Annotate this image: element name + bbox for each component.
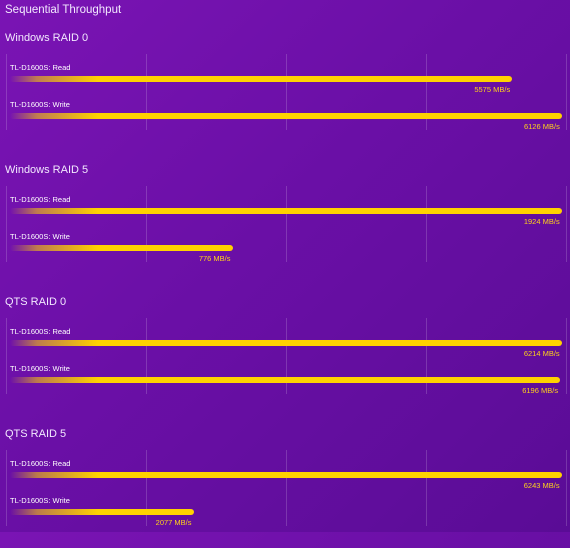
gridline	[566, 54, 567, 130]
gridline	[6, 450, 7, 526]
gridline	[146, 450, 147, 526]
gridline	[566, 186, 567, 262]
chart-panel: Windows RAID 0 TL-D1600S: Read 5575 MB/s TL…	[0, 32, 570, 152]
gridline	[426, 318, 427, 394]
bar	[10, 76, 513, 82]
gridline	[286, 54, 287, 130]
bar-label: TL-D1600S: Write	[10, 232, 70, 241]
page-title: Sequential Throughput	[5, 4, 122, 16]
gridline	[286, 318, 287, 394]
chart-title: QTS RAID 0	[5, 296, 67, 308]
bar-label: TL-D1600S: Write	[10, 496, 70, 505]
bar	[10, 377, 561, 383]
bar-label: TL-D1600S: Write	[10, 364, 70, 373]
bar-value-label: 1924 MB/s	[523, 217, 560, 226]
gridline	[6, 54, 7, 130]
chart-title: QTS RAID 5	[5, 428, 67, 440]
gridline	[286, 186, 287, 262]
chart-panel: Windows RAID 5 TL-D1600S: Read 1924 MB/s TL…	[0, 164, 570, 284]
bar-label: TL-D1600S: Read	[10, 195, 71, 204]
bar-value-label: 6196 MB/s	[522, 386, 559, 395]
gridline	[566, 450, 567, 526]
bar-value-label: 5575 MB/s	[474, 85, 511, 94]
chart-panel: QTS RAID 0 TL-D1600S: Read 6214 MB/s TL-D16…	[0, 296, 570, 416]
bar	[10, 472, 562, 478]
gridline	[426, 54, 427, 130]
gridline	[146, 54, 147, 130]
bar-value-label: 2077 MB/s	[155, 518, 192, 527]
bar	[10, 340, 562, 346]
bar-label: TL-D1600S: Read	[10, 327, 71, 336]
bar-label: TL-D1600S: Write	[10, 100, 70, 109]
bar	[10, 509, 194, 515]
bar-value-label: 776 MB/s	[198, 254, 231, 263]
chart-panel: QTS RAID 5 TL-D1600S: Read 6243 MB/s TL-D16…	[0, 428, 570, 548]
bar	[10, 208, 562, 214]
gridline	[426, 450, 427, 526]
bar-label: TL-D1600S: Read	[10, 459, 71, 468]
bar	[10, 245, 233, 251]
gridline	[146, 186, 147, 262]
bar	[10, 113, 562, 119]
bar-value-label: 6126 MB/s	[523, 122, 560, 131]
gridline	[566, 318, 567, 394]
bar-value-label: 6243 MB/s	[523, 481, 560, 490]
gridline	[286, 450, 287, 526]
gridline	[146, 318, 147, 394]
bar-label: TL-D1600S: Read	[10, 63, 71, 72]
bar-value-label: 6214 MB/s	[523, 349, 560, 358]
gridline	[6, 318, 7, 394]
gridline	[6, 186, 7, 262]
gridline	[426, 186, 427, 262]
chart-title: Windows RAID 0	[5, 32, 89, 44]
chart-title: Windows RAID 5	[5, 164, 89, 176]
